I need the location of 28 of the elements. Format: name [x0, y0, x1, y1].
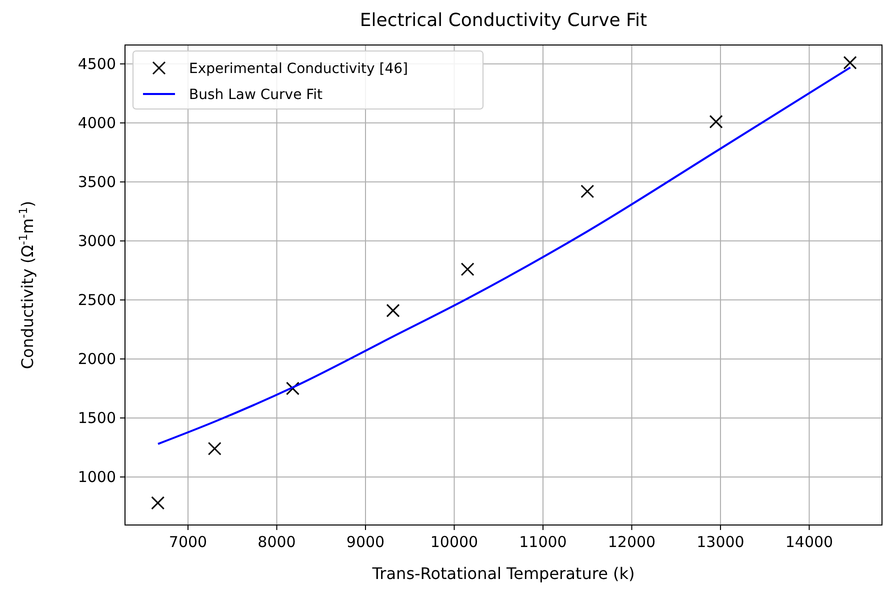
y-tick-label: 3000 — [78, 232, 116, 250]
y-tick-label: 4000 — [78, 114, 116, 132]
point — [460, 262, 474, 276]
point — [208, 442, 222, 456]
y-tick-label: 3500 — [78, 172, 116, 191]
point — [151, 496, 165, 510]
point — [386, 304, 400, 318]
y-tick-label: 2000 — [78, 350, 116, 368]
x-tick-label: 13000 — [696, 533, 744, 551]
x-tick-label: 10000 — [430, 533, 478, 551]
y-tick-label: 2500 — [78, 290, 116, 309]
x-axis-title: Trans-Rotational Temperature (k) — [371, 564, 635, 583]
x-tick-label: 7000 — [168, 533, 208, 551]
x-tick-label: 14000 — [785, 533, 834, 551]
y-tick-label: 1000 — [78, 468, 116, 486]
point — [580, 184, 594, 198]
chart-title: Electrical Conductivity Curve Fit — [360, 10, 648, 31]
x-tick-label: 9000 — [346, 533, 385, 551]
point — [709, 114, 723, 128]
y-tick-label: 4500 — [78, 54, 116, 73]
legend-label: Experimental Conductivity [46] — [189, 61, 408, 77]
x-tick-label: 8000 — [258, 533, 296, 551]
x-tick-label: 11000 — [519, 533, 567, 551]
y-tick-label: 1500 — [78, 408, 116, 427]
point — [843, 56, 857, 70]
x-tick-label: 12000 — [608, 533, 656, 551]
point — [286, 382, 300, 396]
legend-label: Bush Law Curve Fit — [189, 87, 324, 103]
